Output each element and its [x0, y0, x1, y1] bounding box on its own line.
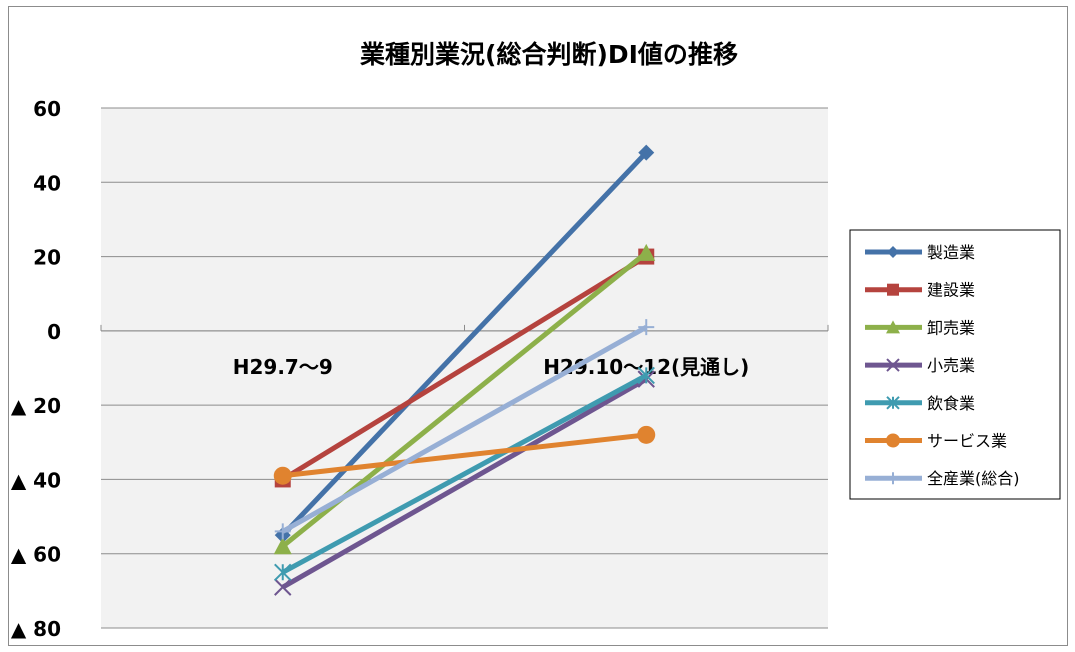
- data-point-marker: [273, 466, 292, 485]
- line-chart: 業種別業況(総合判断)DI値の推移 60 40 20 0 ▲ 20 ▲ 40 ▲ 60 ▲ 8…: [11, 40, 1061, 641]
- data-point-marker: [637, 243, 656, 261]
- data-point-marker: [274, 578, 292, 596]
- x-category-label: H29.7〜9: [233, 355, 333, 379]
- legend-item: サービス業: [865, 432, 1007, 451]
- series-line: [281, 324, 648, 534]
- data-point-marker: [273, 537, 292, 555]
- data-point-marker: [637, 366, 655, 385]
- data-point-marker: [638, 319, 655, 336]
- y-tick-label: 40: [33, 171, 61, 195]
- y-tick-label: ▲ 80: [11, 617, 61, 641]
- legend-item: 全産業(総合): [865, 469, 1020, 488]
- series-6: [273, 425, 656, 485]
- legend-item: 飲食業: [865, 394, 975, 413]
- legend-item: 建設業: [865, 281, 975, 300]
- data-point-marker: [274, 563, 292, 581]
- legend-label: 小売業: [927, 356, 975, 375]
- series-5: [274, 366, 655, 581]
- data-point-marker: [886, 320, 900, 334]
- legend-label: 製造業: [927, 243, 975, 262]
- data-point-marker: [886, 396, 900, 410]
- series-line: [281, 376, 648, 590]
- data-point-marker: [886, 433, 900, 448]
- legend-label: サービス業: [927, 432, 1007, 451]
- legend-label: 飲食業: [927, 394, 975, 413]
- y-tick-label: ▲ 40: [11, 468, 61, 492]
- legend-item: 製造業: [865, 243, 975, 262]
- legend-label: 卸売業: [927, 318, 975, 337]
- y-tick-label: 0: [47, 320, 61, 344]
- data-point-marker: [887, 283, 899, 296]
- chart-title: 業種別業況(総合判断)DI値の推移: [360, 40, 738, 69]
- data-point-marker: [887, 246, 899, 258]
- series-line: [282, 432, 647, 479]
- y-tick-label: 20: [33, 246, 61, 270]
- y-axis-tick-labels: 60 40 20 0 ▲ 20 ▲ 40 ▲ 60 ▲ 80: [11, 97, 61, 641]
- data-point-marker: [638, 144, 655, 161]
- gridlines: [100, 107, 829, 629]
- series-7: [274, 319, 655, 540]
- data-point-marker: [274, 523, 291, 540]
- data-point-marker: [637, 425, 656, 444]
- chart-frame: 業種別業況(総合判断)DI値の推移 60 40 20 0 ▲ 20 ▲ 40 ▲ 60 ▲ 8…: [8, 6, 1068, 646]
- legend-item: 小売業: [865, 356, 975, 375]
- series-line: [281, 254, 648, 482]
- legend-label: 建設業: [927, 281, 975, 300]
- y-tick-label: ▲ 60: [11, 543, 61, 567]
- series-line: [281, 373, 648, 575]
- y-tick-label: ▲ 20: [11, 394, 61, 418]
- x-axis-category-labels: H29.7〜9 H29.10〜12(見通し): [233, 355, 750, 379]
- series-lines: [273, 144, 656, 596]
- y-tick-label: 60: [33, 97, 61, 121]
- data-point-marker: [886, 358, 900, 372]
- data-point-marker: [887, 472, 899, 485]
- legend-item: 卸売業: [865, 318, 975, 337]
- legend-label: 全産業(総合): [927, 469, 1020, 488]
